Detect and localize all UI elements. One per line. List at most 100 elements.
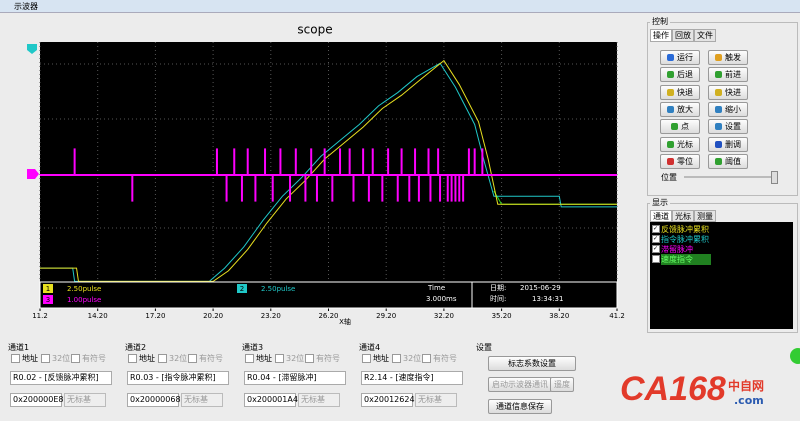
checkbox-label: 地址 bbox=[139, 354, 155, 363]
address-input[interactable]: 0x200001A4 bbox=[244, 393, 298, 407]
legend-entry: 反馈脉冲累积 bbox=[661, 225, 709, 234]
button-label: 运行 bbox=[677, 53, 693, 62]
tab[interactable]: 通道 bbox=[650, 210, 672, 222]
button[interactable]: 遥度 bbox=[550, 377, 574, 392]
slider-thumb[interactable] bbox=[771, 171, 778, 184]
scale-label: 2.50pulse bbox=[261, 285, 295, 293]
tab[interactable]: 测量 bbox=[694, 210, 716, 222]
base-select[interactable]: 无标基 bbox=[181, 393, 223, 407]
button-label: 点 bbox=[681, 122, 689, 132]
marker bbox=[27, 169, 39, 179]
button[interactable]: 快进 bbox=[708, 84, 748, 100]
tab[interactable]: 文件 bbox=[694, 29, 716, 42]
channel-title: 通道1 bbox=[8, 343, 30, 352]
button-label: 阈值 bbox=[725, 156, 741, 166]
clock-value: 13:34:31 bbox=[532, 295, 563, 303]
button[interactable]: 缩小 bbox=[708, 101, 748, 117]
button[interactable]: 零位 bbox=[660, 153, 700, 169]
tab[interactable]: 操作 bbox=[650, 29, 672, 42]
checkbox[interactable] bbox=[392, 354, 401, 363]
address-input[interactable]: 0x20012624 bbox=[361, 393, 415, 407]
date-label: 日期: bbox=[490, 284, 506, 292]
base-select[interactable]: 无标基 bbox=[415, 393, 457, 407]
address-input[interactable]: 0x20000068 bbox=[127, 393, 181, 407]
button-label: 快进 bbox=[725, 87, 741, 97]
tab[interactable]: 光标 bbox=[672, 210, 694, 222]
list-checkbox[interactable]: ✓ bbox=[652, 245, 660, 253]
x-tick-label: 41.2 bbox=[609, 312, 625, 320]
channel-title: 通道2 bbox=[125, 343, 147, 352]
button[interactable]: 后退 bbox=[660, 67, 700, 83]
channel-box bbox=[43, 295, 53, 304]
checkbox[interactable] bbox=[128, 354, 137, 363]
button-label: 后退 bbox=[677, 70, 693, 80]
register-select[interactable]: R2.14 - [速度指令] bbox=[361, 371, 463, 385]
tab[interactable]: 回放 bbox=[672, 29, 694, 42]
checkbox[interactable] bbox=[11, 354, 20, 363]
base-select[interactable]: 无标基 bbox=[64, 393, 106, 407]
checkbox[interactable] bbox=[275, 354, 284, 363]
button[interactable]: 阈值 bbox=[708, 153, 748, 169]
channel-number: 3 bbox=[46, 296, 50, 304]
button-label: 缩小 bbox=[725, 104, 741, 114]
scope-chart: scope 11.2 14.20 17.20 20.20 23.20 26.20 29.20 3… bbox=[27, 23, 625, 326]
x-tick-label: 32.20 bbox=[434, 312, 454, 320]
list-checkbox[interactable] bbox=[652, 255, 660, 263]
register-select[interactable]: R0.02 - [反馈脉冲累积] bbox=[10, 371, 112, 385]
checkbox[interactable] bbox=[245, 354, 254, 363]
logo-brand: CA168 bbox=[620, 370, 726, 408]
group-title: 控制 bbox=[650, 16, 670, 27]
list-checkbox[interactable]: ✓ bbox=[652, 235, 660, 243]
checkbox[interactable] bbox=[188, 354, 197, 363]
time-label: Time bbox=[427, 284, 445, 292]
button[interactable]: 放大 bbox=[660, 101, 700, 117]
button-label: 删调 bbox=[725, 139, 741, 149]
button[interactable]: 点 bbox=[660, 119, 700, 135]
scale-label: 1.00pulse bbox=[67, 296, 101, 304]
register-select[interactable]: R0.04 - [滞留脉冲] bbox=[244, 371, 346, 385]
register-select[interactable]: R0.03 - [指令脉冲累积] bbox=[127, 371, 229, 385]
group-box bbox=[647, 22, 798, 196]
base-select[interactable]: 无标基 bbox=[298, 393, 340, 407]
time-value: 3.000ms bbox=[426, 295, 457, 303]
channel-title: 通道4 bbox=[359, 343, 381, 352]
chart-title: scope bbox=[297, 23, 332, 37]
title-bar bbox=[0, 0, 800, 13]
address-input[interactable]: 0x200000E8 bbox=[10, 393, 64, 407]
button[interactable]: 通道信息保存 bbox=[488, 399, 552, 414]
green-button[interactable] bbox=[790, 348, 800, 364]
button[interactable]: 删调 bbox=[708, 136, 748, 152]
button[interactable]: 触发 bbox=[708, 50, 748, 65]
x-tick-label: 38.20 bbox=[549, 312, 569, 320]
checkbox[interactable] bbox=[41, 354, 50, 363]
button[interactable]: 启动示波器通讯 bbox=[488, 377, 552, 392]
checkbox-label: 有符号 bbox=[199, 354, 223, 363]
checkbox-label: 32位 bbox=[403, 354, 422, 363]
checkbox[interactable] bbox=[305, 354, 314, 363]
channel-title: 通道3 bbox=[242, 343, 264, 352]
logo-name: 中自网 bbox=[728, 379, 765, 393]
button[interactable]: 快退 bbox=[660, 84, 700, 100]
checkbox[interactable] bbox=[71, 354, 80, 363]
button[interactable]: 光标 bbox=[660, 136, 700, 152]
legend-entry: 指令脉冲累积 bbox=[661, 235, 709, 244]
x-axis-label: X轴 bbox=[339, 317, 351, 326]
button[interactable]: 运行 bbox=[660, 50, 700, 65]
x-tick-label: 35.20 bbox=[492, 312, 512, 320]
checkbox[interactable] bbox=[362, 354, 371, 363]
button[interactable]: 前进 bbox=[708, 67, 748, 83]
button-label: 光标 bbox=[677, 139, 693, 149]
checkbox-label: 32位 bbox=[169, 354, 188, 363]
logo-domain: .com bbox=[734, 394, 764, 407]
checkbox-label: 地址 bbox=[256, 354, 272, 363]
trace bbox=[40, 59, 617, 282]
checkbox[interactable] bbox=[422, 354, 431, 363]
button[interactable]: 设置 bbox=[708, 119, 748, 135]
group-box bbox=[647, 203, 798, 333]
checkbox[interactable] bbox=[158, 354, 167, 363]
list-checkbox[interactable]: ✓ bbox=[652, 225, 660, 233]
date-value: 2015-06-29 bbox=[520, 284, 561, 292]
x-tick-label: 29.20 bbox=[376, 312, 396, 320]
button[interactable]: 标志系数设置 bbox=[488, 356, 576, 371]
